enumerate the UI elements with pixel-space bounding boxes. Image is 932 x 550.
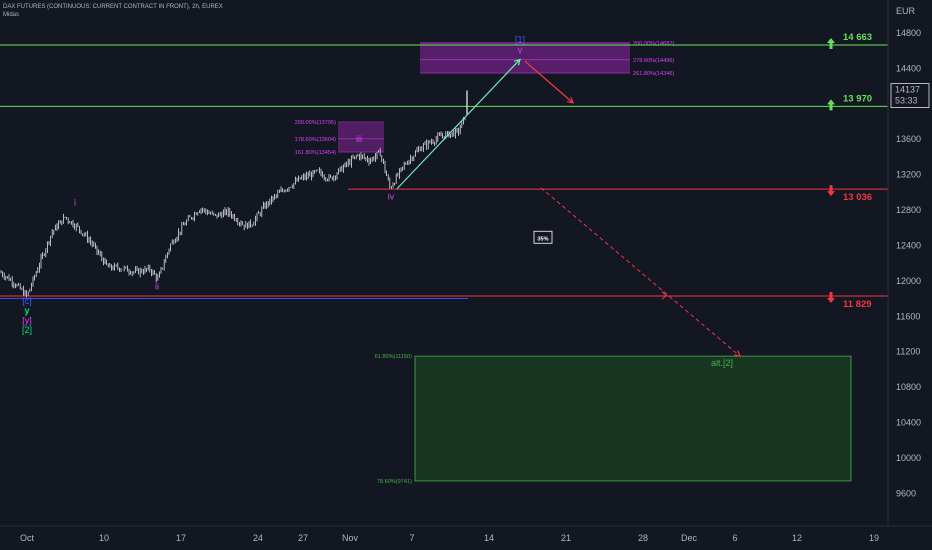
probability-badge: [533, 230, 553, 244]
indicator-label: Midas: [3, 12, 20, 18]
y-tick-label: 12000: [896, 276, 921, 286]
up-arrow-icon: [827, 99, 835, 111]
fib-lower-label: 78.60%(9741): [377, 479, 412, 485]
y-tick-label: 11200: [896, 347, 920, 357]
countdown-text: 53:33: [895, 96, 918, 106]
wave-label-2: iii: [356, 134, 362, 144]
projection-up-arrowhead: [514, 58, 521, 66]
wave-label-3: iv: [388, 191, 395, 201]
fib-upper-label: 278.60%(14496): [633, 58, 675, 64]
wave-iii-target-zone: [338, 121, 384, 153]
wave-label-8: [y]: [22, 315, 32, 325]
wave-label-6: [c]: [22, 296, 32, 306]
x-tick-label: 19: [869, 533, 879, 543]
y-tick-label: 9600: [896, 488, 916, 498]
x-tick-label: 10: [99, 533, 109, 543]
y-tick-label: 14400: [896, 63, 921, 73]
chart-title: DAX FUTURES (CONTINUOUS: CURRENT CONTRAC…: [3, 4, 223, 10]
down-arrow-icon: [827, 292, 835, 303]
y-tick-label: 13600: [896, 134, 921, 144]
probability-text: 35%: [537, 236, 548, 242]
wave-label-7: y: [24, 306, 29, 316]
x-tick-label: 28: [638, 533, 648, 543]
fib-lower-label: 61.80%(11150): [375, 354, 413, 360]
wave-label-9: [2]: [22, 325, 32, 335]
wave-label-0: i: [74, 198, 76, 208]
fib-mid-label: 178.60%(13604): [295, 137, 337, 143]
currency-label: EUR: [896, 6, 916, 16]
x-tick-label: Nov: [342, 533, 359, 543]
wave-label-10: alt.[2]: [711, 358, 733, 368]
level-label: 13 036: [843, 192, 872, 203]
level-label: 13 970: [843, 93, 872, 104]
projection-up-line: [396, 59, 521, 190]
level-label: 14 663: [843, 32, 872, 43]
y-tick-label: 11600: [896, 311, 920, 321]
wave-1-target-zone: [420, 42, 630, 74]
y-tick-label: 13200: [896, 170, 921, 180]
alt-projection-tick: [661, 291, 667, 300]
last-price-text: 14137: [895, 85, 920, 95]
x-tick-label: 27: [298, 533, 308, 543]
x-tick-label: 6: [732, 533, 737, 543]
y-tick-label: 10400: [896, 418, 921, 428]
x-tick-label: 21: [561, 533, 571, 543]
projection-down-arrowhead: [567, 97, 574, 104]
x-tick-label: Dec: [681, 533, 698, 543]
alt-projection-arrowhead: [734, 350, 741, 357]
x-tick-label: 12: [792, 533, 802, 543]
y-tick-label: 10800: [896, 382, 921, 392]
x-tick-label: 14: [484, 533, 494, 543]
wave-label-4: v: [518, 45, 523, 55]
fib-mid-label: 200.00%(13795): [295, 120, 337, 126]
x-tick-label: 7: [409, 533, 414, 543]
y-tick-label: 10000: [896, 453, 921, 463]
wave-label-1: ii: [155, 282, 159, 292]
y-tick-label: 12400: [896, 240, 921, 250]
y-tick-label: 12800: [896, 205, 921, 215]
level-label: 11 829: [843, 299, 872, 310]
x-tick-label: 24: [253, 533, 263, 543]
fib-upper-label: 200.00%(14687): [633, 41, 675, 47]
up-arrow-icon: [827, 38, 835, 49]
alt-projection-line: [540, 187, 741, 357]
x-tick-label: Oct: [20, 533, 35, 543]
down-arrow-icon: [827, 185, 835, 197]
x-tick-label: 17: [176, 533, 186, 543]
y-tick-label: 14800: [896, 28, 921, 38]
projection-down-line: [524, 60, 574, 104]
fib-upper-label: 261.80%(14346): [633, 71, 675, 77]
fib-mid-label: 161.80%(13454): [295, 150, 337, 156]
last-price-badge: [890, 83, 930, 108]
wave-label-5: [1]: [515, 35, 525, 45]
alt-2-target-zone: [414, 355, 852, 482]
